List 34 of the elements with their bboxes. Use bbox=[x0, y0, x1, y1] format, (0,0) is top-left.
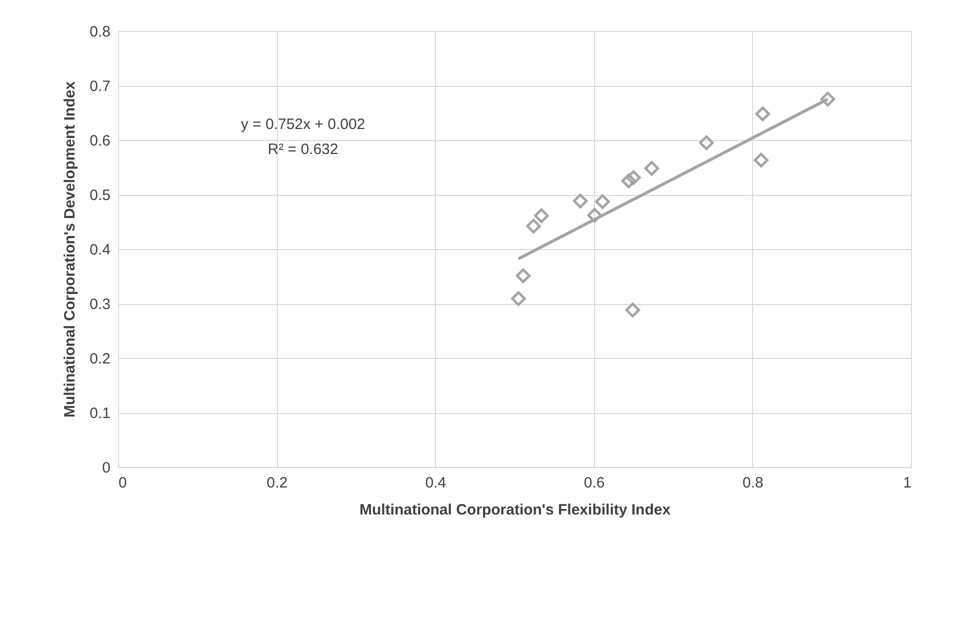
point bbox=[820, 92, 836, 106]
point bbox=[699, 135, 714, 150]
x-tick-label: 0.4 bbox=[425, 474, 446, 492]
point bbox=[534, 208, 549, 224]
y-tick-label: 0.4 bbox=[90, 242, 110, 258]
point bbox=[516, 268, 531, 284]
y-tick-label: 0.5 bbox=[90, 187, 110, 204]
y-tick-label: 0.6 bbox=[90, 132, 110, 150]
y-tick-label: 0.7 bbox=[90, 78, 110, 95]
point bbox=[626, 170, 641, 185]
y-tick-label: 0 bbox=[102, 460, 110, 476]
x-axis-title: Multinational Corporation's Flexibility Index bbox=[359, 502, 672, 518]
point bbox=[595, 194, 610, 209]
x-tick-label: 0.2 bbox=[266, 474, 288, 492]
point bbox=[587, 208, 602, 223]
y-tick-label: 0.1 bbox=[90, 405, 110, 422]
x-tick-label: 0.6 bbox=[584, 474, 605, 492]
x-tick-label: 1 bbox=[903, 474, 912, 492]
point bbox=[526, 218, 541, 234]
y-tick-label: 0.8 bbox=[90, 24, 110, 40]
point bbox=[511, 291, 526, 306]
x-tick-label: 0 bbox=[118, 474, 127, 492]
y-tick-label: 0.3 bbox=[90, 296, 110, 313]
y-axis-title: Multinational Corporation's Development Index bbox=[62, 80, 79, 418]
x-tick-label: 0.8 bbox=[742, 474, 764, 492]
point bbox=[754, 152, 768, 168]
annotation: R² = 0.632 bbox=[268, 141, 338, 158]
annotation: y = 0.752x + 0.002 bbox=[240, 116, 366, 133]
point bbox=[625, 302, 640, 318]
point bbox=[621, 174, 636, 188]
y-tick-label: 0.2 bbox=[90, 350, 110, 368]
point bbox=[755, 106, 770, 122]
point bbox=[572, 194, 588, 208]
point bbox=[644, 160, 660, 176]
